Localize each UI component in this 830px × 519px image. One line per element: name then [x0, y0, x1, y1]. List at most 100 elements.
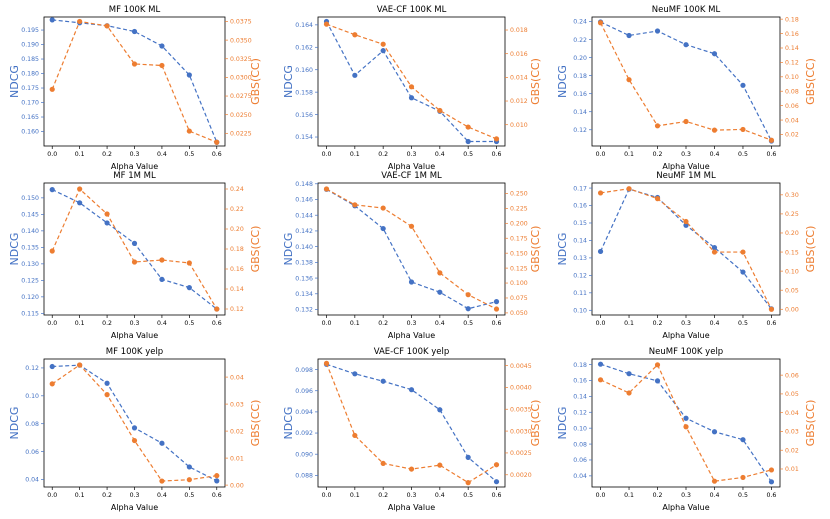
y-left-tick-label: 0.136 [295, 275, 313, 282]
y-right-tick-label: 0.05 [785, 287, 799, 294]
data-point-ndcg [740, 437, 746, 443]
data-point-gbs [437, 462, 443, 468]
plot-frame [43, 16, 226, 147]
y-right-tick-label: 0.150 [510, 250, 528, 257]
data-point-gbs [493, 306, 500, 312]
chart-panel-5: VAE-CF 1M ML Alpha Value NDCG GBS(CC) 0.0 0.1… [282, 171, 542, 340]
data-point-gbs [214, 473, 220, 479]
x-tick-label: 0.0 [47, 492, 57, 499]
y-left-tick-label: 0.13 [573, 255, 587, 262]
plot-frame [317, 16, 506, 147]
plot-frame [591, 16, 781, 147]
x-tick-label: 0.6 [492, 320, 502, 327]
x-axis-label: Alpha Value [388, 331, 435, 340]
data-point-gbs [159, 62, 165, 69]
y-left-tick-label: 0.14 [573, 238, 587, 245]
x-axis-label: Alpha Value [388, 162, 435, 171]
data-point-gbs [352, 32, 358, 38]
plot-frame [591, 358, 781, 488]
y-right-tick-label: 0.075 [510, 295, 528, 302]
series-line-ndcg [326, 363, 497, 483]
data-point-ndcg [768, 479, 775, 485]
y-right-tick-label: 0.0045 [510, 363, 532, 370]
x-tick-label: 0.5 [463, 151, 473, 158]
y-left-tick-label: 0.140 [295, 244, 313, 251]
data-point-ndcg [654, 378, 661, 384]
x-tick-label: 0.1 [624, 492, 634, 499]
y-left-tick-label: 0.15 [573, 220, 587, 227]
data-point-ndcg [626, 371, 632, 377]
x-tick-label: 0.4 [710, 492, 720, 499]
data-point-gbs [77, 18, 83, 25]
data-point-ndcg [77, 200, 83, 206]
data-point-ndcg [493, 479, 500, 485]
y-left-tick-label: 0.088 [295, 473, 313, 480]
y-axis-right-label: GBS(CC) [529, 226, 542, 273]
data-point-gbs [104, 23, 110, 29]
data-point-gbs [711, 478, 718, 484]
series-line-gbs [51, 187, 218, 310]
x-tick-label: 0.5 [184, 320, 194, 327]
series-line-ndcg [326, 188, 497, 310]
y-left-tick-label: 0.22 [573, 37, 587, 44]
x-tick-label: 0.6 [492, 151, 502, 158]
y-left-tick-label: 0.146 [295, 197, 313, 204]
y-left-tick-label: 0.14 [573, 109, 587, 116]
x-tick-label: 0.1 [350, 151, 360, 158]
data-point-gbs [683, 424, 689, 430]
x-tick-label: 0.2 [653, 151, 663, 158]
data-point-gbs [597, 377, 604, 383]
series-line-gbs [326, 188, 497, 310]
y-left-tick-label: 0.12 [573, 409, 587, 416]
y-right-tick-label: 0.050 [510, 310, 528, 317]
data-point-gbs [104, 392, 110, 398]
x-tick-label: 0.3 [130, 151, 140, 158]
x-tick-label: 0.3 [681, 151, 691, 158]
y-axis-left-label: NDCG [556, 65, 569, 98]
data-point-ndcg [49, 17, 55, 23]
chart-title: VAE-CF 100K yelp [374, 347, 450, 357]
y-left-tick-label: 0.12 [573, 273, 587, 280]
x-tick-label: 0.0 [596, 320, 606, 327]
series-line-ndcg [600, 363, 772, 483]
data-point-gbs [597, 20, 604, 26]
y-right-tick-label: 0.01 [785, 466, 799, 473]
y-axis-right-label: GBS(CC) [804, 58, 817, 105]
data-point-ndcg [104, 220, 110, 226]
data-point-ndcg [186, 464, 192, 470]
plot-frame [317, 182, 506, 316]
y-left-tick-label: 0.08 [573, 441, 587, 448]
x-tick-label: 0.2 [378, 492, 388, 499]
data-point-gbs [683, 218, 689, 225]
data-point-gbs [597, 190, 604, 196]
y-left-tick-label: 0.092 [295, 430, 313, 437]
x-tick-label: 0.5 [463, 320, 473, 327]
x-tick-label: 0.1 [75, 492, 85, 499]
x-tick-label: 0.1 [75, 151, 85, 158]
data-point-gbs [380, 41, 386, 47]
y-left-tick-label: 0.094 [295, 409, 313, 416]
y-axis-left-label: NDCG [282, 407, 295, 440]
data-point-ndcg [437, 407, 443, 413]
chart-title: NeuMF 1M ML [656, 171, 716, 181]
y-left-tick-label: 0.160 [295, 67, 313, 74]
y-right-tick-label: 0.00 [230, 482, 244, 489]
y-left-tick-label: 0.164 [295, 22, 313, 29]
x-tick-label: 0.0 [596, 151, 606, 158]
y-right-tick-label: 0.0040 [510, 385, 532, 392]
y-right-tick-label: 0.04 [230, 374, 244, 381]
y-left-tick-label: 0.090 [295, 451, 313, 458]
data-point-ndcg [683, 222, 689, 228]
y-axis-left-label: NDCG [8, 65, 21, 98]
y-left-tick-label: 0.158 [295, 89, 313, 96]
data-point-gbs [493, 462, 500, 468]
y-right-tick-label: 0.06 [785, 372, 799, 379]
data-point-gbs [465, 480, 471, 486]
y-left-tick-label: 0.134 [295, 291, 313, 298]
data-point-gbs [408, 223, 415, 229]
data-point-gbs [408, 466, 415, 472]
x-tick-label: 0.3 [681, 320, 691, 327]
y-right-tick-label: 0.02 [785, 132, 799, 139]
y-left-tick-label: 0.160 [21, 129, 39, 136]
data-point-ndcg [159, 440, 165, 446]
